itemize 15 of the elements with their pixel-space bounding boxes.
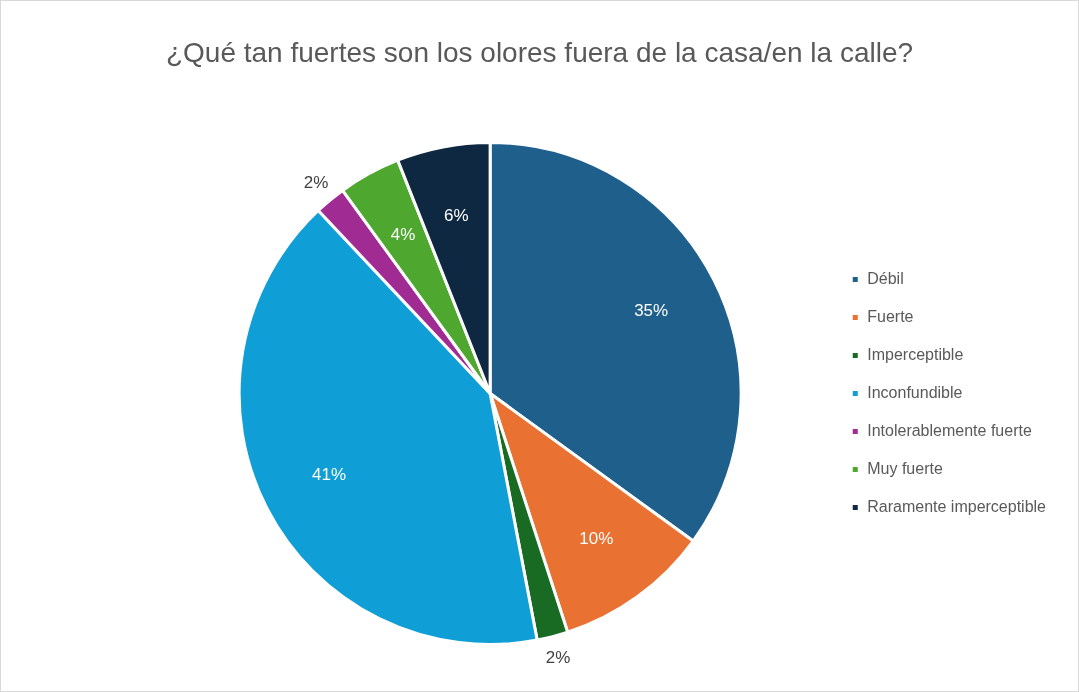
chart-title: ¿Qué tan fuertes son los olores fuera de la casa/en la calle?: [164, 36, 915, 70]
legend-label: Débil: [867, 269, 904, 287]
data-label: 4%: [390, 224, 416, 244]
data-label: 10%: [579, 529, 614, 549]
data-label: 2%: [303, 172, 329, 192]
data-label: 35%: [634, 301, 669, 321]
legend-label: Intolerablemente fuerte: [867, 421, 1032, 439]
data-label: 41%: [312, 465, 347, 485]
data-label: 6%: [443, 205, 469, 225]
data-label: 2%: [545, 647, 571, 667]
legend-label: Muy fuerte: [867, 459, 943, 477]
legend-label: Inconfundible: [867, 383, 963, 401]
legend-label: Raramente imperceptible: [867, 497, 1047, 515]
legend-label: Imperceptible: [867, 345, 964, 363]
legend-label: Fuerte: [867, 307, 914, 325]
